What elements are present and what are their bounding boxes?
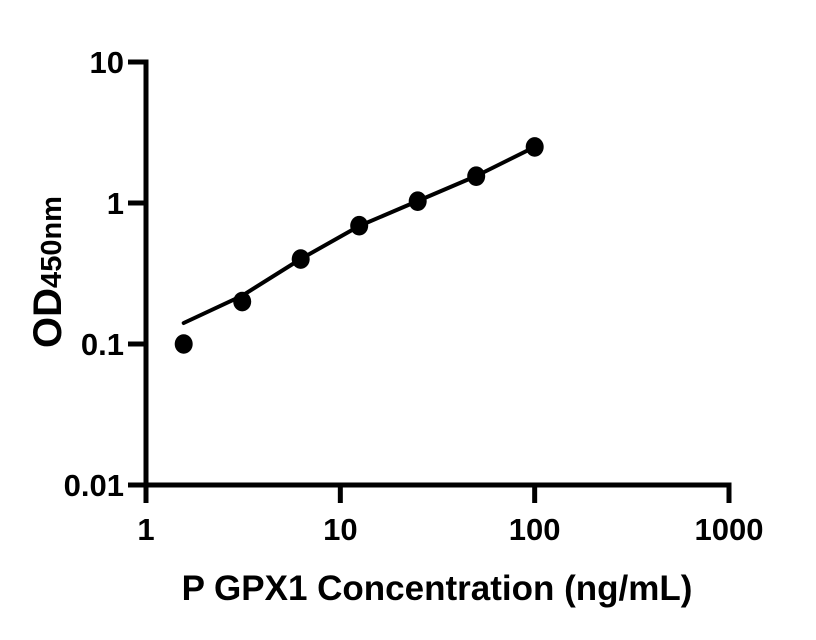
data-points — [174, 137, 544, 354]
y-axis-title: OD450nm — [26, 196, 70, 348]
y-axis-ticks: 10 1 0.1 0.01 — [64, 45, 146, 503]
y-tick-label: 1 — [107, 186, 124, 221]
y-axis-title-main: OD — [26, 288, 70, 348]
x-tick-label: 10 — [323, 512, 357, 547]
x-tick-label: 1 — [137, 512, 154, 547]
data-point-marker — [467, 166, 486, 186]
y-tick-label: 10 — [90, 45, 124, 80]
x-axis-title: P GPX1 Concentration (ng/mL) — [182, 569, 693, 608]
x-tick-label: 1000 — [695, 512, 764, 547]
axes — [143, 59, 732, 488]
data-point-marker — [350, 215, 369, 236]
data-point-marker — [408, 191, 427, 211]
data-point-marker — [174, 334, 193, 354]
x-axis-ticks: 1 10 100 1000 — [137, 485, 763, 547]
y-axis-title-sub: 450nm — [36, 196, 68, 288]
y-tick-label: 0.01 — [64, 468, 124, 503]
data-point-marker — [291, 249, 310, 269]
y-tick-label: 0.1 — [81, 327, 124, 362]
data-point-marker — [233, 291, 252, 312]
axis-frame — [143, 59, 732, 488]
x-tick-label: 100 — [509, 512, 561, 547]
data-point-marker — [525, 137, 544, 157]
